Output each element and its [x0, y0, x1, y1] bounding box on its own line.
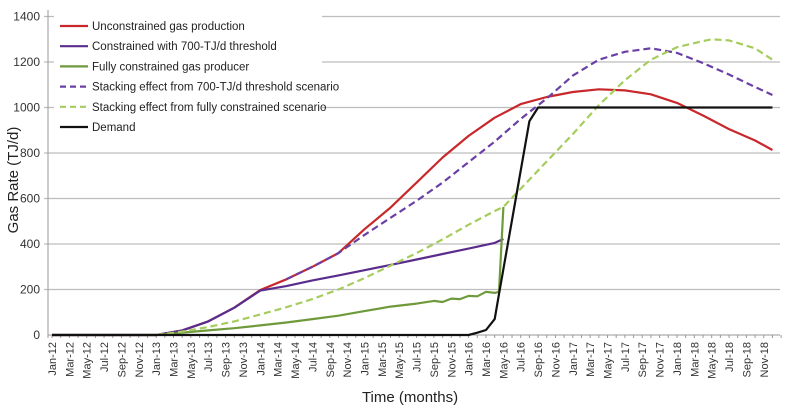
x-tick-label: Jul-15 — [412, 342, 424, 372]
x-tick-label: Jul-14 — [307, 342, 319, 372]
legend: Unconstrained gas production Constrained … — [60, 21, 339, 134]
series-line-4 — [285, 47, 773, 281]
x-tick-label: Jan-18 — [672, 342, 684, 376]
legend-label-3: Fully constrained gas producer — [92, 61, 249, 73]
x-tick-label: Nov-18 — [759, 342, 771, 377]
x-tick-label: Sep-14 — [325, 342, 337, 377]
x-tick-label: Mar-15 — [377, 342, 389, 377]
x-tick-label: Mar-16 — [481, 342, 493, 377]
legend-label-5: Stacking effect from fully constrained s… — [92, 102, 326, 114]
x-tick-labels: Jan-12 Mar-12 May-12 Jul-12 Sep-12 Nov-12 Jan-… — [47, 335, 782, 379]
x-tick-label: Sep-18 — [741, 342, 753, 377]
x-tick-label: Nov-17 — [655, 342, 667, 377]
x-tick-label: Jul-18 — [724, 342, 736, 372]
series-line-5 — [156, 38, 774, 337]
x-tick-label: Sep-15 — [429, 342, 441, 377]
x-tick-label: May-16 — [498, 342, 510, 379]
x-tick-label: Jul-16 — [516, 342, 528, 372]
x-tick-label: Nov-14 — [342, 342, 354, 377]
x-tick-label: May-18 — [707, 342, 719, 379]
x-tick-label: Nov-13 — [238, 342, 250, 377]
series-line-3 — [52, 206, 505, 337]
x-tick-label: Nov-15 — [446, 342, 458, 377]
legend-label-4: Stacking effect from 700-TJ/d threshold … — [92, 82, 339, 94]
x-tick-label: Jan-13 — [151, 342, 163, 376]
x-tick-label: Jul-13 — [203, 342, 215, 372]
series-line-2 — [52, 237, 504, 337]
y-tick-label: 800 — [20, 146, 40, 160]
x-tick-label: Jul-17 — [620, 342, 632, 372]
legend-label-6: Demand — [92, 122, 135, 134]
x-tick-label: Mar-14 — [273, 342, 285, 377]
y-tick-labels: 0 200 400 600 800 1000 1200 1400 — [13, 10, 40, 343]
x-tick-label: May-15 — [394, 342, 406, 379]
series-lines — [52, 38, 774, 337]
x-tick-label: Jan-12 — [47, 342, 59, 376]
x-tick-label: Jan-14 — [255, 342, 267, 376]
y-tick-label: 0 — [33, 328, 40, 342]
x-tick-label: Sep-12 — [116, 342, 128, 377]
x-tick-label: Sep-16 — [533, 342, 545, 377]
x-tick-label: Jan-17 — [568, 342, 580, 376]
y-tick-label: 600 — [20, 192, 40, 206]
series-line-6 — [52, 106, 773, 337]
y-tick-label: 1200 — [13, 55, 40, 69]
legend-label-1: Unconstrained gas production — [92, 21, 245, 33]
x-tick-label: Mar-17 — [585, 342, 597, 377]
x-tick-label: Jul-12 — [99, 342, 111, 372]
x-tick-label: May-17 — [603, 342, 615, 379]
x-tick-label: Mar-12 — [64, 342, 76, 377]
x-tick-label: May-14 — [290, 342, 302, 379]
y-tick-label: 1400 — [13, 10, 40, 24]
x-tick-label: Sep-13 — [221, 342, 233, 377]
x-tick-label: May-13 — [186, 342, 198, 379]
x-tick-label: Jan-16 — [464, 342, 476, 376]
y-tick-label: 1000 — [13, 101, 40, 115]
x-tick-label: May-12 — [82, 342, 94, 379]
x-tick-label: Mar-13 — [169, 342, 181, 377]
y-tick-label: 400 — [20, 237, 40, 251]
x-tick-label: Jan-15 — [359, 342, 371, 376]
x-tick-label: Nov-12 — [134, 342, 146, 377]
y-tick-label: 200 — [20, 283, 40, 297]
x-tick-label: Mar-18 — [689, 342, 701, 377]
x-tick-label: Nov-16 — [550, 342, 562, 377]
x-axis-title: Time (months) — [362, 389, 458, 406]
x-tick-label: Sep-17 — [637, 342, 649, 377]
legend-label-2: Constrained with 700-TJ/d threshold — [92, 41, 277, 53]
legend-background — [54, 14, 322, 136]
y-axis-title: Gas Rate (TJ/d) — [5, 127, 22, 234]
